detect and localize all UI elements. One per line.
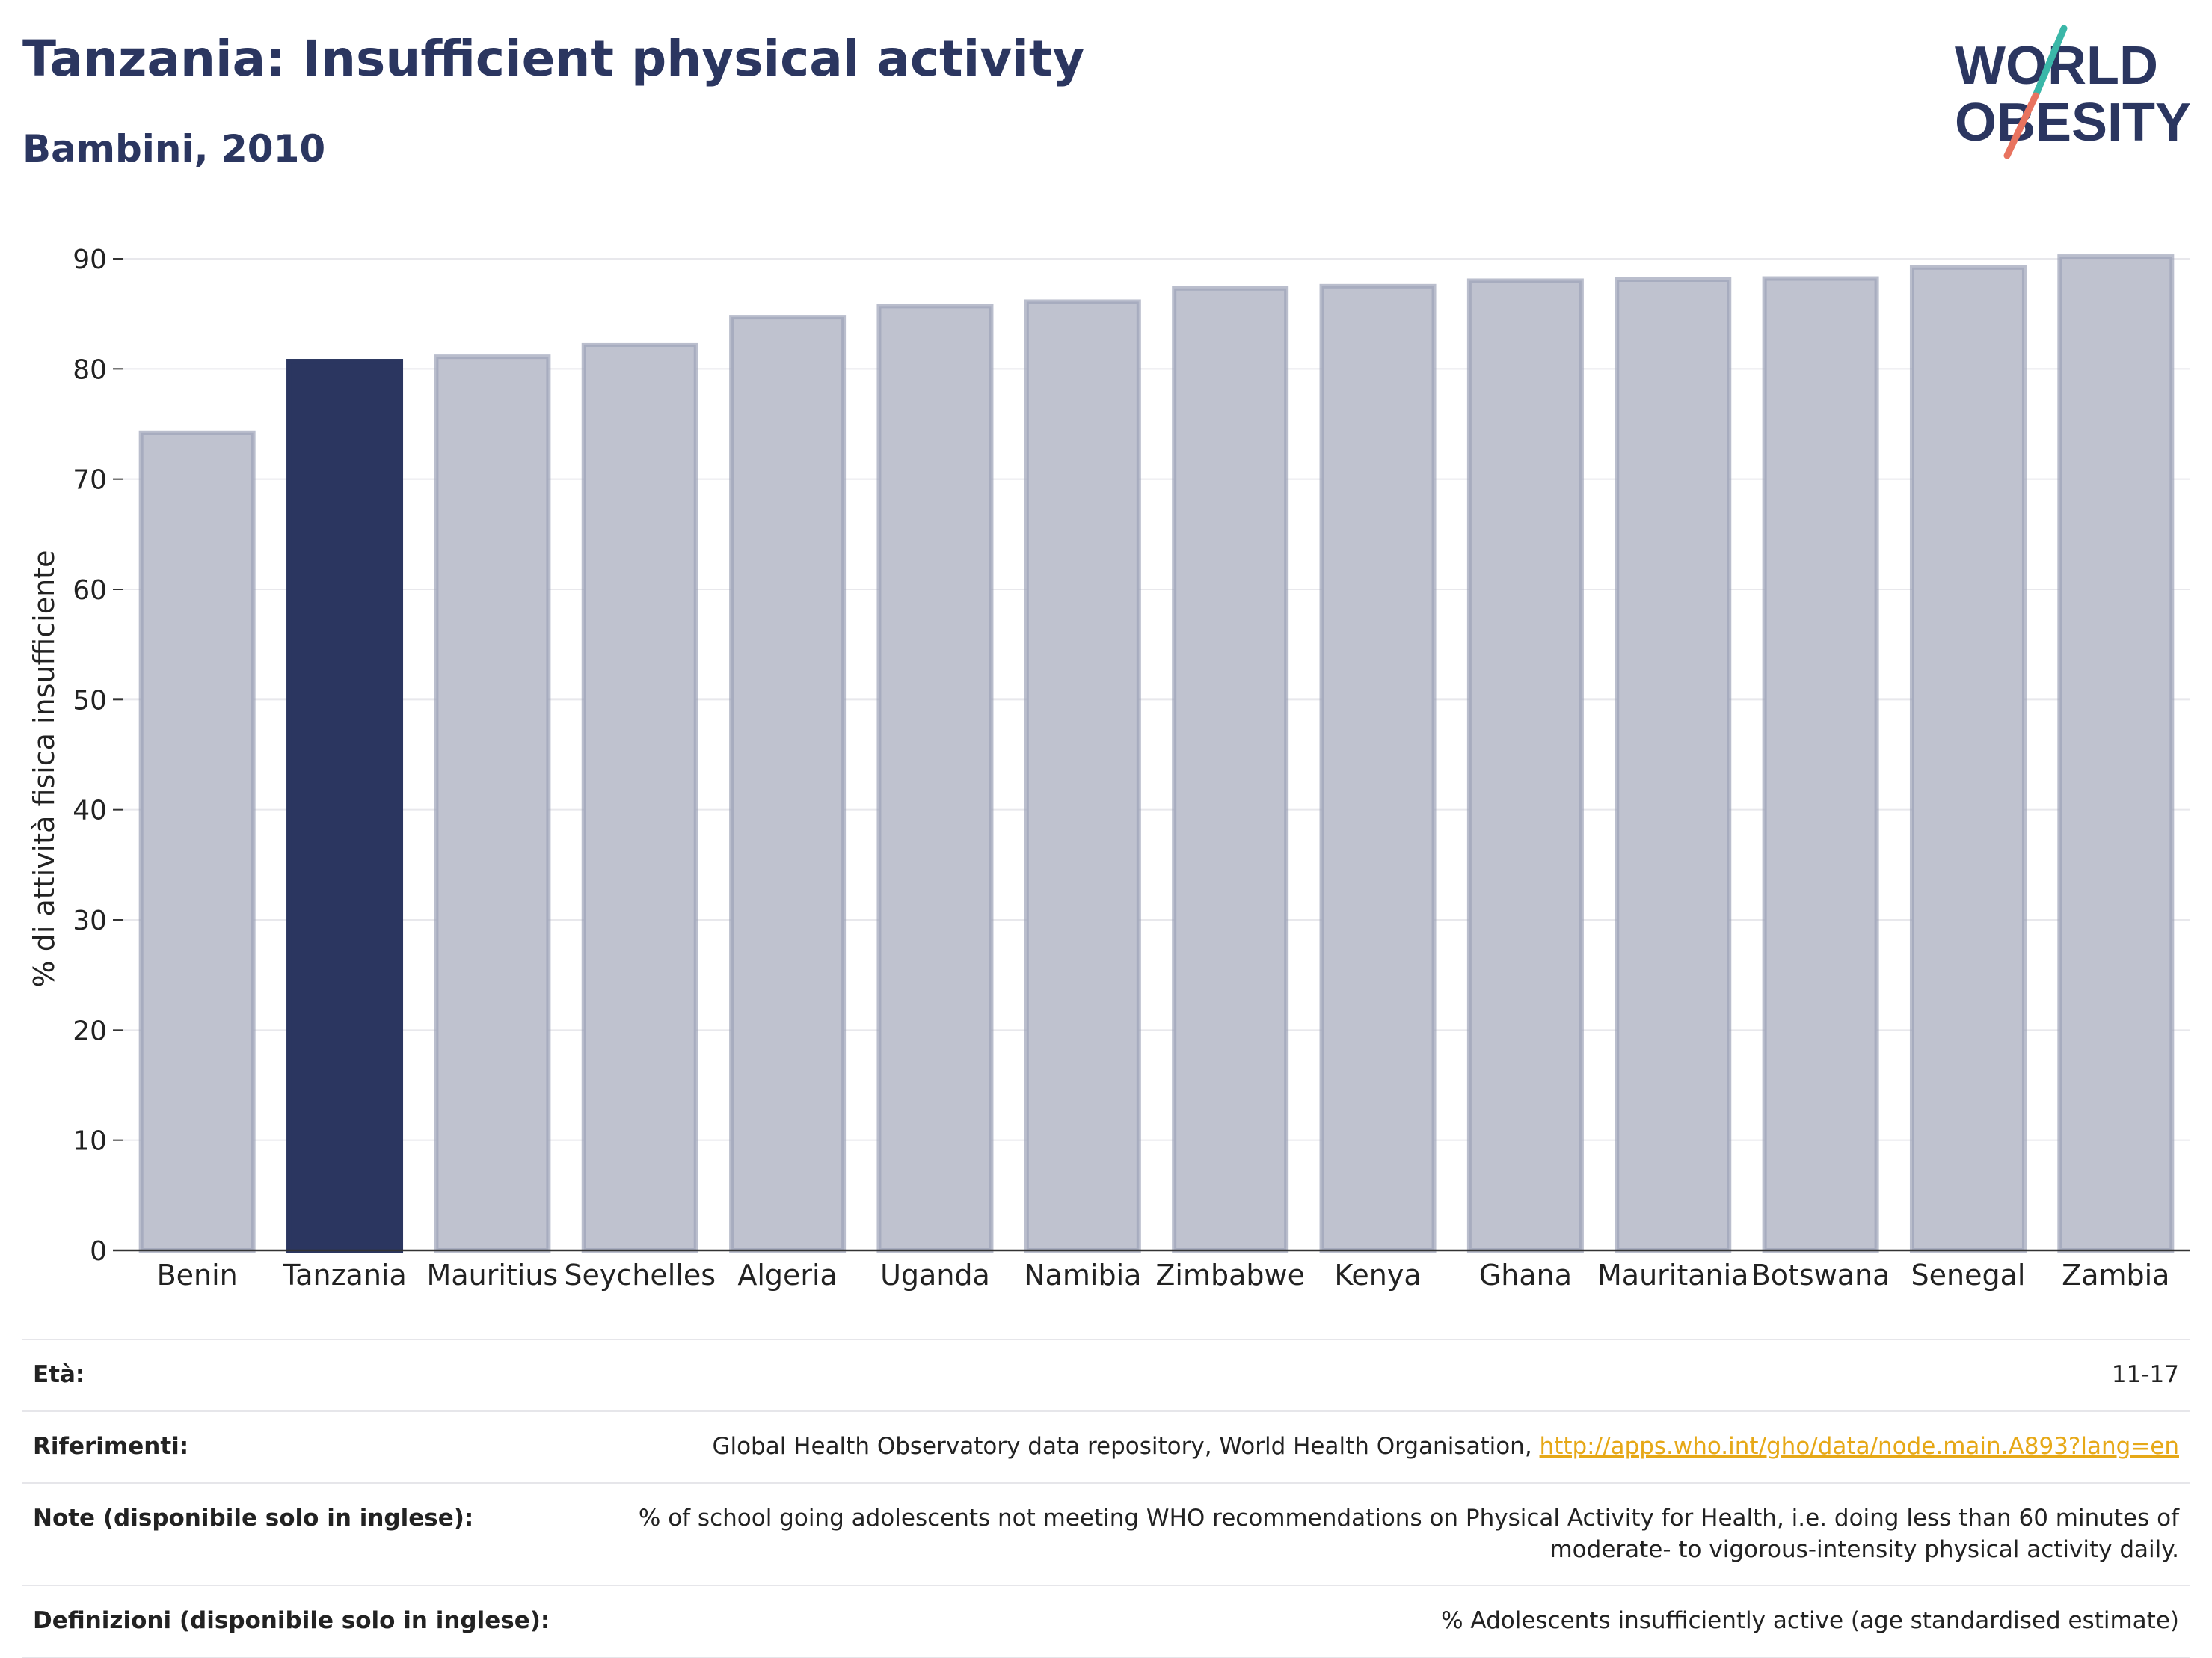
x-tick-label: Zambia <box>2062 1259 2169 1292</box>
logo-slash-red <box>2003 92 2039 159</box>
x-tick-label: Mauritius <box>427 1259 559 1292</box>
notes-value: % of school going adolescents not meetin… <box>567 1482 2190 1586</box>
y-tick-label: 80 <box>73 354 107 385</box>
bar-kenya <box>1319 283 1437 1253</box>
y-tick-label: 30 <box>73 906 107 936</box>
y-tick-label: 20 <box>73 1016 107 1046</box>
grid-lines <box>123 258 2190 1141</box>
x-tick-label: Kenya <box>1334 1259 1421 1292</box>
x-tick-label: Seychelles <box>564 1259 716 1292</box>
logo-word-obesity: OBESITY <box>1955 93 2191 153</box>
x-tick-label: Algeria <box>737 1259 838 1292</box>
y-tick-label: 10 <box>73 1126 107 1157</box>
bar-chart: 0 10 20 30 40 50 60 70 80 90 Benin Tanzania Mauritiu… <box>28 245 2190 1292</box>
bar-zambia <box>2057 254 2175 1253</box>
bar-algeria <box>729 315 847 1253</box>
info-row-definitions: Definizioni (disponibile solo in inglese… <box>22 1585 2190 1658</box>
y-tick-label: 70 <box>73 465 107 496</box>
bar-tanzania <box>286 359 404 1253</box>
notes-label: Note (disponibile solo in inglese): <box>22 1482 567 1586</box>
page-subtitle: Bambini, 2010 <box>22 127 326 171</box>
y-axis-label: % di attività fisica insufficiente <box>28 550 61 988</box>
bar-benin <box>138 430 256 1253</box>
x-tick-label: Uganda <box>880 1259 990 1292</box>
references-link[interactable]: http://apps.who.int/gho/data/node.main.A… <box>1539 1432 2179 1460</box>
x-tick-label: Benin <box>157 1259 238 1292</box>
logo-slash-teal <box>2032 25 2068 99</box>
x-tick-label: Mauritania <box>1597 1259 1748 1292</box>
x-tick-label: Senegal <box>1911 1259 2025 1292</box>
age-value: 11-17 <box>567 1339 2190 1411</box>
bar-zimbabwe <box>1172 286 1289 1253</box>
references-text: Global Health Observatory data repositor… <box>712 1432 1540 1460</box>
y-tick-label: 60 <box>73 575 107 606</box>
info-table: Età: 11-17 Riferimenti: Global Health Ob… <box>22 1339 2190 1658</box>
age-label: Età: <box>22 1339 567 1411</box>
bar-namibia <box>1024 299 1141 1253</box>
page-title: Tanzania: Insufficient physical activity <box>22 30 1085 87</box>
bar-botswana <box>1762 276 1879 1253</box>
y-tick-label: 90 <box>73 245 107 275</box>
bar-mauritius <box>434 354 551 1253</box>
definitions-value: % Adolescents insufficiently active (age… <box>567 1585 2190 1658</box>
bar-senegal <box>1909 265 2027 1253</box>
bars <box>138 254 2175 1253</box>
bar-mauritania <box>1615 277 1732 1253</box>
definitions-label: Definizioni (disponibile solo in inglese… <box>22 1585 567 1658</box>
world-obesity-logo: WORLD OBESITY <box>1955 25 2191 159</box>
y-tick-label: 0 <box>90 1236 107 1267</box>
bar-ghana <box>1466 278 1584 1253</box>
x-tick-label: Tanzania <box>282 1259 406 1292</box>
info-row-references: Riferimenti: Global Health Observatory d… <box>22 1410 2190 1483</box>
axes: 0 10 20 30 40 50 60 70 80 90 Benin Tanzania Mauritiu… <box>73 245 2190 1292</box>
bar-seychelles <box>581 342 698 1253</box>
info-row-notes: Note (disponibile solo in inglese): % of… <box>22 1482 2190 1586</box>
bar-uganda <box>876 304 994 1253</box>
references-label: Riferimenti: <box>22 1410 567 1483</box>
x-tick-label: Ghana <box>1479 1259 1572 1292</box>
y-tick-label: 50 <box>73 685 107 716</box>
references-value: Global Health Observatory data repositor… <box>567 1410 2190 1483</box>
info-row-age: Età: 11-17 <box>22 1339 2190 1411</box>
y-tick-label: 40 <box>73 796 107 826</box>
x-tick-label: Zimbabwe <box>1155 1259 1305 1292</box>
x-tick-label: Botswana <box>1751 1259 1890 1292</box>
x-tick-label: Namibia <box>1024 1259 1141 1292</box>
